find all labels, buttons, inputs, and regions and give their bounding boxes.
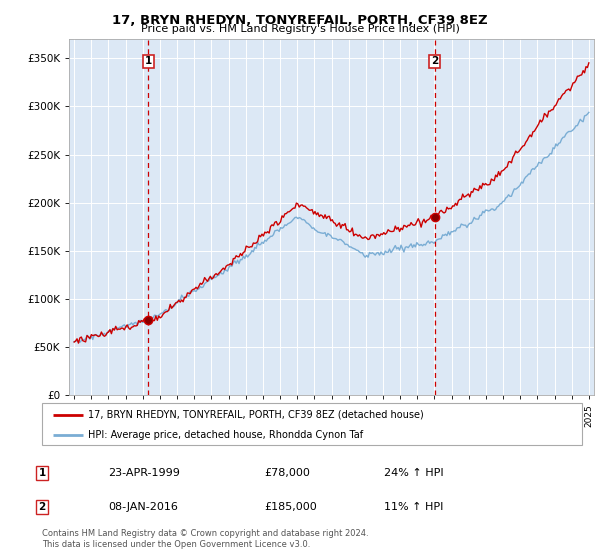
FancyBboxPatch shape <box>42 403 582 445</box>
Text: £78,000: £78,000 <box>264 468 310 478</box>
Text: 17, BRYN RHEDYN, TONYREFAIL, PORTH, CF39 8EZ: 17, BRYN RHEDYN, TONYREFAIL, PORTH, CF39… <box>112 14 488 27</box>
Text: 08-JAN-2016: 08-JAN-2016 <box>108 502 178 512</box>
Text: 24% ↑ HPI: 24% ↑ HPI <box>384 468 443 478</box>
Text: Contains HM Land Registry data © Crown copyright and database right 2024.
This d: Contains HM Land Registry data © Crown c… <box>42 529 368 549</box>
Text: £185,000: £185,000 <box>264 502 317 512</box>
Text: 17, BRYN RHEDYN, TONYREFAIL, PORTH, CF39 8EZ (detached house): 17, BRYN RHEDYN, TONYREFAIL, PORTH, CF39… <box>88 409 424 419</box>
Text: 2: 2 <box>38 502 46 512</box>
Text: HPI: Average price, detached house, Rhondda Cynon Taf: HPI: Average price, detached house, Rhon… <box>88 430 363 440</box>
Text: 1: 1 <box>38 468 46 478</box>
Text: 23-APR-1999: 23-APR-1999 <box>108 468 180 478</box>
Text: 1: 1 <box>145 57 152 67</box>
Text: 11% ↑ HPI: 11% ↑ HPI <box>384 502 443 512</box>
Text: 2: 2 <box>431 57 439 67</box>
Text: Price paid vs. HM Land Registry's House Price Index (HPI): Price paid vs. HM Land Registry's House … <box>140 24 460 34</box>
